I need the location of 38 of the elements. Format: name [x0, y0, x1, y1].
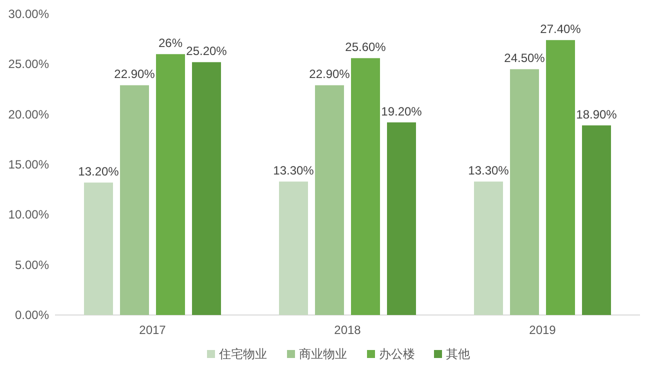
x-tick-label: 2018	[334, 323, 362, 337]
data-label: 25.60%	[345, 40, 386, 54]
data-label: 24.50%	[504, 51, 546, 66]
bar	[387, 122, 416, 315]
legend-label: 其他	[446, 347, 470, 361]
data-label: 13.20%	[78, 164, 120, 179]
data-label: 26%	[158, 36, 183, 50]
y-tick-label: 0.00%	[14, 308, 50, 322]
legend-label: 商业物业	[299, 347, 347, 361]
bar	[582, 125, 611, 315]
bar	[120, 85, 149, 315]
y-tick-label: 25.00%	[8, 57, 50, 72]
data-label: 13.30%	[273, 164, 314, 178]
y-tick-label: 10.00%	[8, 208, 50, 222]
data-label: 22.90%	[309, 67, 350, 82]
data-label: 22.90%	[114, 67, 156, 82]
bar	[546, 40, 575, 315]
data-label: 19.20%	[381, 104, 422, 118]
y-tick-label: 5.00%	[14, 258, 50, 272]
bar	[351, 58, 380, 315]
data-label: 25.20%	[186, 44, 228, 58]
bar	[279, 182, 308, 315]
y-tick-label: 20.00%	[8, 107, 50, 122]
data-label: 18.90%	[576, 107, 618, 122]
bar	[474, 182, 503, 315]
bar	[510, 69, 539, 315]
y-tick-label: 15.00%	[8, 158, 50, 172]
data-label: 13.30%	[468, 164, 510, 178]
bar	[192, 62, 221, 315]
bar	[315, 85, 344, 315]
y-tick-label: 30.00%	[8, 7, 50, 21]
data-label: 27.40%	[540, 22, 582, 36]
bar	[84, 182, 113, 315]
bar	[156, 54, 185, 315]
x-tick-label: 2017	[139, 323, 166, 337]
legend-label: 住宅物业	[218, 347, 267, 361]
legend-label: 办公楼	[379, 347, 415, 361]
x-tick-label: 2019	[529, 323, 556, 337]
